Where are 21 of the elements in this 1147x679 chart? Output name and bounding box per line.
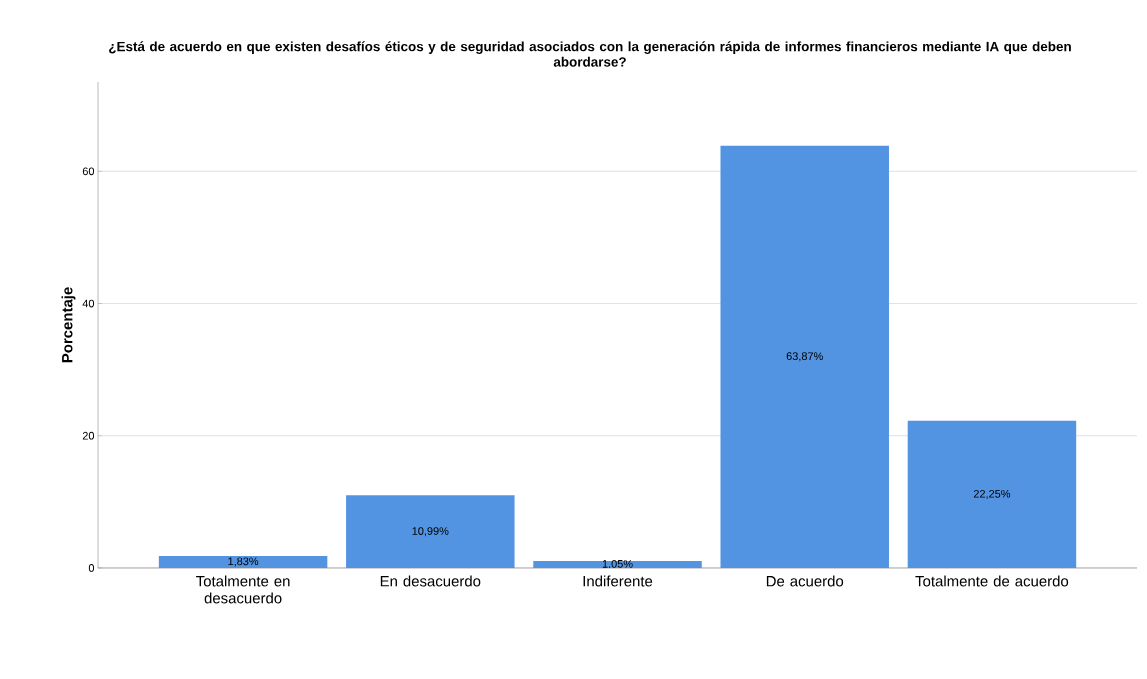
bar [533,561,702,568]
x-tick-label: Totalmente de acuerdo [915,575,1069,587]
bar [907,420,1077,568]
bar [720,145,889,568]
y-tick-label: 40 [82,299,95,308]
data-label: 63,87% [786,352,823,362]
data-label: 1,83% [228,557,259,567]
x-tick-label: De acuerdo [766,575,844,587]
bar [346,495,515,568]
y-tick-label: 20 [82,431,95,440]
x-tick-label: En desacuerdo [380,575,481,587]
y-tick-label: 0 [88,564,95,572]
chart-title: ¿Está de acuerdo en que existen desafíos éticos y de seguridad asociados con la generación rápida de informes financieros mediante IA que deben abordarse? [109,41,1071,67]
bar [158,555,328,568]
y-tick-label: 60 [82,167,95,176]
y-axis-title: Porcentaje [61,287,76,363]
x-tick-label: Totalmente en desacuerdo [196,575,290,604]
x-tick-label: Indiferente [583,575,653,587]
data-label: 22,25% [973,489,1011,499]
data-label: 10,99% [412,527,449,537]
data-label: 1,05% [602,560,633,570]
